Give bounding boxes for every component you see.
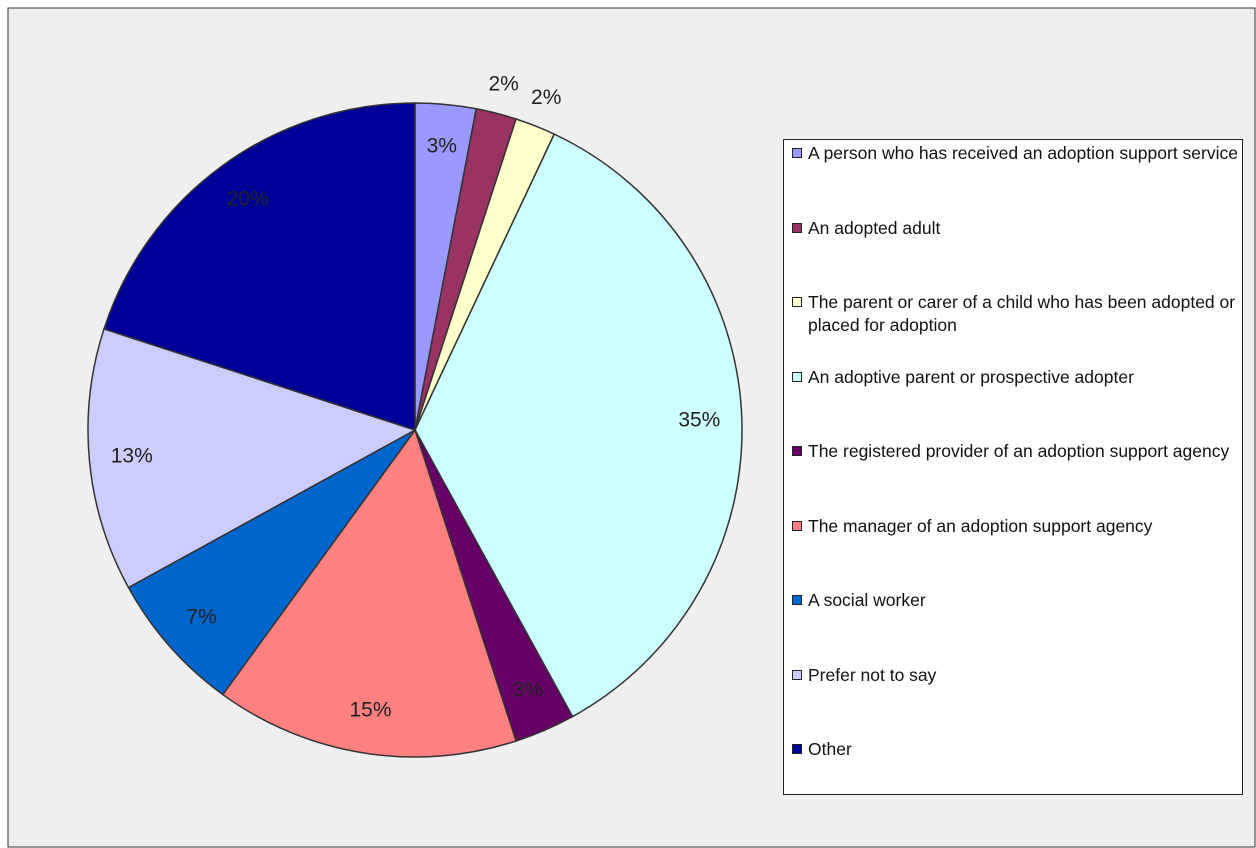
data-label: 20% xyxy=(227,187,269,210)
legend-swatch xyxy=(792,148,802,158)
legend-label: The registered provider of an adoption s… xyxy=(808,441,1230,461)
legend-label: A person who has received an adoption su… xyxy=(808,143,1238,163)
legend-swatch xyxy=(792,371,802,382)
legend-label: Prefer not to say xyxy=(808,664,937,685)
legend-entry: A person who has received an adoption su… xyxy=(792,142,1256,165)
legend-entry: The registered provider of an adoption s… xyxy=(792,440,1256,463)
data-label: 2% xyxy=(531,86,561,109)
data-label: 7% xyxy=(186,606,216,629)
pie-slice xyxy=(103,102,416,432)
pie-slice xyxy=(127,429,416,696)
legend-swatch xyxy=(792,520,802,531)
legend-swatch xyxy=(792,744,802,754)
legend-entry: Other xyxy=(792,738,1256,761)
data-label: 3% xyxy=(513,679,543,702)
legend-swatch xyxy=(792,222,802,233)
legend-label: A social worker xyxy=(808,590,926,610)
legend-entry: The parent or carer of a child who has b… xyxy=(792,291,1256,337)
pie-slice xyxy=(414,133,743,718)
data-label: 3% xyxy=(427,134,457,157)
legend-swatch xyxy=(792,446,802,456)
legend-entry: An adoptive parent or prospective adopte… xyxy=(792,366,1256,389)
legend-label: The manager of an adoption support agenc… xyxy=(808,515,1153,536)
legend-swatch xyxy=(792,595,802,605)
legend-label: Other xyxy=(808,739,852,759)
legend-label: An adoptive parent or prospective adopte… xyxy=(808,366,1134,387)
legend-label: The parent or carer of a child who has b… xyxy=(808,292,1236,335)
legend-entry: A social worker xyxy=(792,589,1256,612)
legend-entry: An adopted adult xyxy=(792,217,1256,240)
pie-slice xyxy=(87,328,417,589)
legend-swatch xyxy=(792,297,802,307)
legend-entry: Prefer not to say xyxy=(792,664,1256,687)
data-label: 13% xyxy=(111,444,153,467)
legend: A person who has received an adoption su… xyxy=(783,139,1243,795)
data-label: 15% xyxy=(349,699,391,722)
data-label: 35% xyxy=(678,409,720,432)
legend-swatch xyxy=(792,669,802,680)
legend-entry: The manager of an adoption support agenc… xyxy=(792,515,1256,538)
legend-label: An adopted adult xyxy=(808,217,941,238)
pie-slice xyxy=(221,428,517,758)
data-label: 2% xyxy=(488,72,518,95)
